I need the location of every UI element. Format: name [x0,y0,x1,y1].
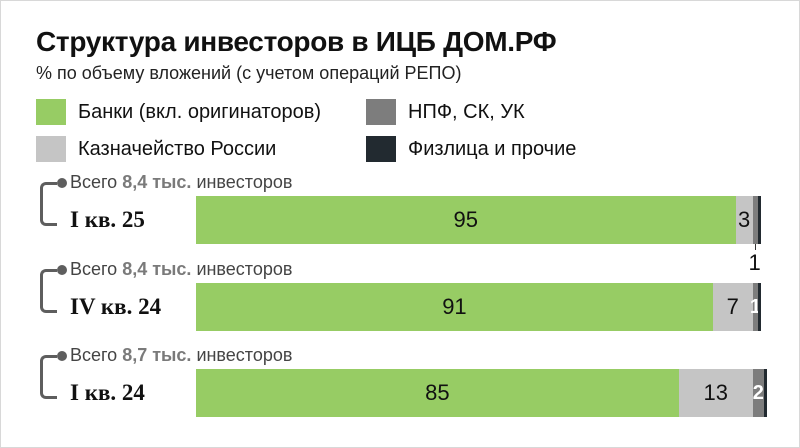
bar-segment-npf: 1 [749,283,762,331]
investor-total-suffix: инвесторов [191,172,293,192]
row-bracket-dot [57,178,67,188]
period-label: I кв. 24 [70,380,145,405]
row-bracket-dot [57,265,67,275]
legend-swatch-npf [366,99,396,125]
legend-swatch-individuals [366,136,396,162]
legend-label-banks: Банки (вкл. оригинаторов) [78,100,322,123]
investor-total-suffix: инвесторов [191,259,293,279]
investor-total-caption: Всего 8,4 тыс. инвесторов [70,259,292,280]
row-bracket-dot [57,351,67,361]
stacked-bar: 85 13 2 [196,369,767,417]
bar-segment-banks: 85 [196,369,679,417]
row-bracket [40,269,57,313]
data-label: 1 [748,250,761,275]
legend-label-individuals: Физлица и прочие [408,137,577,160]
data-label: 13 [703,380,728,405]
row-bracket [40,355,57,399]
investor-total-caption: Всего 8,4 тыс. инвесторов [70,172,292,193]
stacked-bar: 91 7 1 [196,283,764,331]
bar-segment-banks: 95 [196,196,736,244]
data-label: 1 [749,295,762,318]
bar-segment-treasury: 3 [735,196,753,244]
data-label: 2 [752,381,764,404]
investor-total-value: 8,4 тыс. [122,259,192,279]
data-label: 95 [453,207,479,232]
legend-item-treasury: Казначейство России [36,136,276,162]
bar-segment-individuals [764,369,767,417]
data-label: 3 [737,207,751,232]
investor-total-value: 8,4 тыс. [122,172,192,192]
investor-total-prefix: Всего [70,345,123,365]
data-label-leader [755,244,757,250]
period-label: I кв. 25 [70,207,145,232]
legend-swatch-banks [36,99,66,125]
legend-item-npf: НПФ, СК, УК [366,99,525,125]
data-label: 91 [442,294,467,319]
chart-subtitle: % по объему вложений (с учетом операций … [36,63,462,83]
investor-total-value: 8,7 тыс. [122,345,192,365]
legend-label-npf: НПФ, СК, УК [408,100,525,123]
investor-total-caption: Всего 8,7 тыс. инвесторов [70,345,292,366]
stacked-bar: 95 3 [196,196,764,244]
bar-segment-banks: 91 [196,283,713,331]
bar-segment-npf: 2 [752,369,764,417]
bar-segment-treasury: 13 [678,369,753,417]
legend-label-treasury: Казначейство России [78,137,277,160]
legend-item-banks: Банки (вкл. оригинаторов) [36,99,321,125]
bar-segment-npf [752,196,759,244]
investor-total-prefix: Всего [70,259,123,279]
bar-segment-individuals [758,196,762,244]
bar-segment-treasury: 7 [712,283,753,331]
data-label: 85 [425,380,450,405]
bar-segment-individuals [758,283,762,331]
period-label: IV кв. 24 [70,294,162,319]
row-bracket [40,182,57,226]
legend-swatch-treasury [36,136,66,162]
legend-item-individuals: Физлица и прочие [366,136,576,162]
investor-total-suffix: инвесторов [191,345,293,365]
chart-title: Структура инвесторов в ИЦБ ДОМ.РФ [36,26,557,57]
data-label: 7 [726,294,739,319]
investor-total-prefix: Всего [70,172,123,192]
